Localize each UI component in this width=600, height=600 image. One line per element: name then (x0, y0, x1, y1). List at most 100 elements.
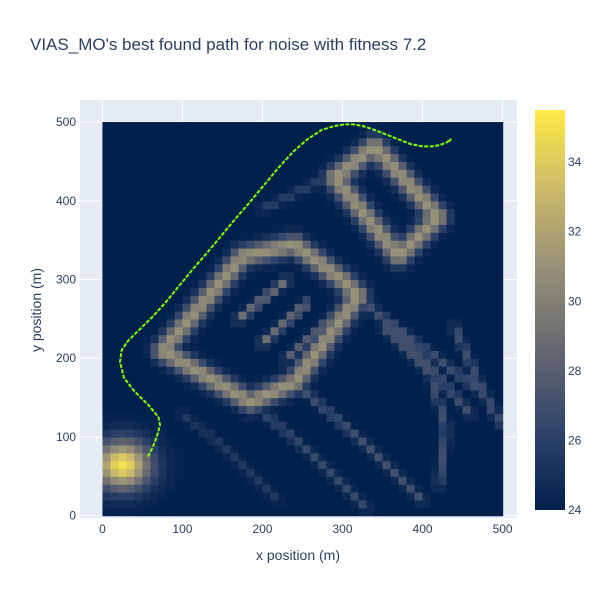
heatmap-cell (382, 303, 392, 312)
heatmap-cell (430, 468, 440, 477)
heatmap-cell (334, 373, 344, 383)
heatmap-cell (478, 224, 488, 233)
heatmap-cell (278, 397, 288, 407)
heatmap-cell (422, 358, 432, 367)
heatmap-cell (102, 413, 112, 422)
heatmap-cell (422, 145, 432, 155)
heatmap-cell (454, 192, 464, 202)
heatmap-cell (190, 460, 200, 470)
heatmap-cell (238, 122, 248, 131)
heatmap-cell (198, 232, 208, 241)
heatmap-cell (166, 185, 176, 194)
heatmap-cell (102, 326, 112, 336)
heatmap-cell (214, 405, 224, 414)
heatmap-cell (270, 492, 280, 501)
heatmap-cell (486, 263, 496, 273)
heatmap-cell (342, 240, 352, 249)
heatmap-cell (302, 334, 312, 344)
heatmap-cell (366, 452, 376, 462)
heatmap-cell (198, 263, 208, 273)
heatmap-cell (310, 169, 320, 178)
heatmap-cell (470, 373, 480, 383)
heatmap-cell (414, 208, 424, 218)
heatmap-cell (294, 389, 304, 399)
heatmap-cell (318, 287, 328, 296)
heatmap-cell (422, 122, 432, 131)
heatmap-cell (470, 271, 480, 281)
heatmap-cell (254, 240, 264, 249)
heatmap-cell (302, 169, 312, 178)
heatmap-cell (222, 200, 232, 210)
heatmap-cell (222, 334, 232, 344)
heatmap-cell (246, 507, 256, 517)
heatmap-cell (414, 318, 424, 328)
heatmap-cell (462, 161, 472, 170)
heatmap-cell (286, 334, 296, 344)
heatmap-cell (206, 413, 216, 422)
heatmap-cell (486, 366, 496, 375)
heatmap-cell (390, 310, 400, 320)
heatmap-cell (230, 192, 240, 202)
colorbar-gradient (535, 110, 565, 510)
heatmap-cell (486, 216, 496, 225)
heatmap-cell (262, 240, 272, 249)
heatmap-cell (222, 405, 232, 414)
heatmap-cell (398, 153, 408, 163)
heatmap-cell (206, 405, 216, 414)
heatmap-cell (438, 271, 448, 281)
heatmap-cell (102, 310, 112, 320)
heatmap-cell (174, 366, 184, 375)
heatmap-cell (334, 436, 344, 446)
heatmap-cell (358, 224, 368, 233)
heatmap-cell (422, 444, 432, 454)
heatmap-cell (254, 429, 264, 438)
heatmap-cell (326, 153, 336, 163)
heatmap-cell (486, 373, 496, 383)
heatmap-cell (174, 129, 184, 139)
heatmap-cell (150, 161, 160, 170)
heatmap-cell (398, 366, 408, 375)
heatmap-cell (446, 429, 456, 438)
heatmap-cell (342, 421, 352, 430)
heatmap-cell (294, 287, 304, 296)
heatmap-cell (462, 263, 472, 273)
heatmap-cell (342, 200, 352, 210)
heatmap-cell (494, 200, 504, 210)
heatmap-cell (166, 334, 176, 344)
heatmap-cell (270, 507, 280, 517)
heatmap-cell (110, 413, 120, 422)
heatmap-cell (270, 303, 280, 312)
heatmap-cell (102, 145, 112, 155)
heatmap-cell (454, 507, 464, 517)
heatmap-cell (326, 373, 336, 383)
heatmap-cell (102, 366, 112, 375)
heatmap-cell (118, 247, 128, 257)
heatmap-cell (334, 350, 344, 359)
heatmap-cell (270, 310, 280, 320)
heatmap-cell (254, 468, 264, 477)
heatmap-cell (318, 373, 328, 383)
heatmap-cell (270, 499, 280, 509)
heatmap-cell (174, 476, 184, 485)
heatmap-cell (206, 334, 216, 344)
heatmap-cell (446, 192, 456, 202)
heatmap-cell (270, 279, 280, 288)
heatmap-cell (350, 366, 360, 375)
heatmap-cell (414, 468, 424, 477)
heatmap-cell (158, 373, 168, 383)
heatmap-cell (142, 240, 152, 249)
heatmap-cell (390, 492, 400, 501)
heatmap-cell (462, 381, 472, 391)
heatmap-cell (238, 137, 248, 147)
heatmap-cell (158, 208, 168, 218)
heatmap-cell (126, 389, 136, 399)
heatmap-cell (126, 318, 136, 328)
heatmap-cell (406, 192, 416, 202)
heatmap-cell (222, 436, 232, 446)
heatmap-cell (166, 303, 176, 312)
heatmap-cell (302, 381, 312, 391)
heatmap-cell (142, 232, 152, 241)
heatmap-cell (182, 444, 192, 454)
heatmap-cell (382, 208, 392, 218)
heatmap-cell (246, 271, 256, 281)
